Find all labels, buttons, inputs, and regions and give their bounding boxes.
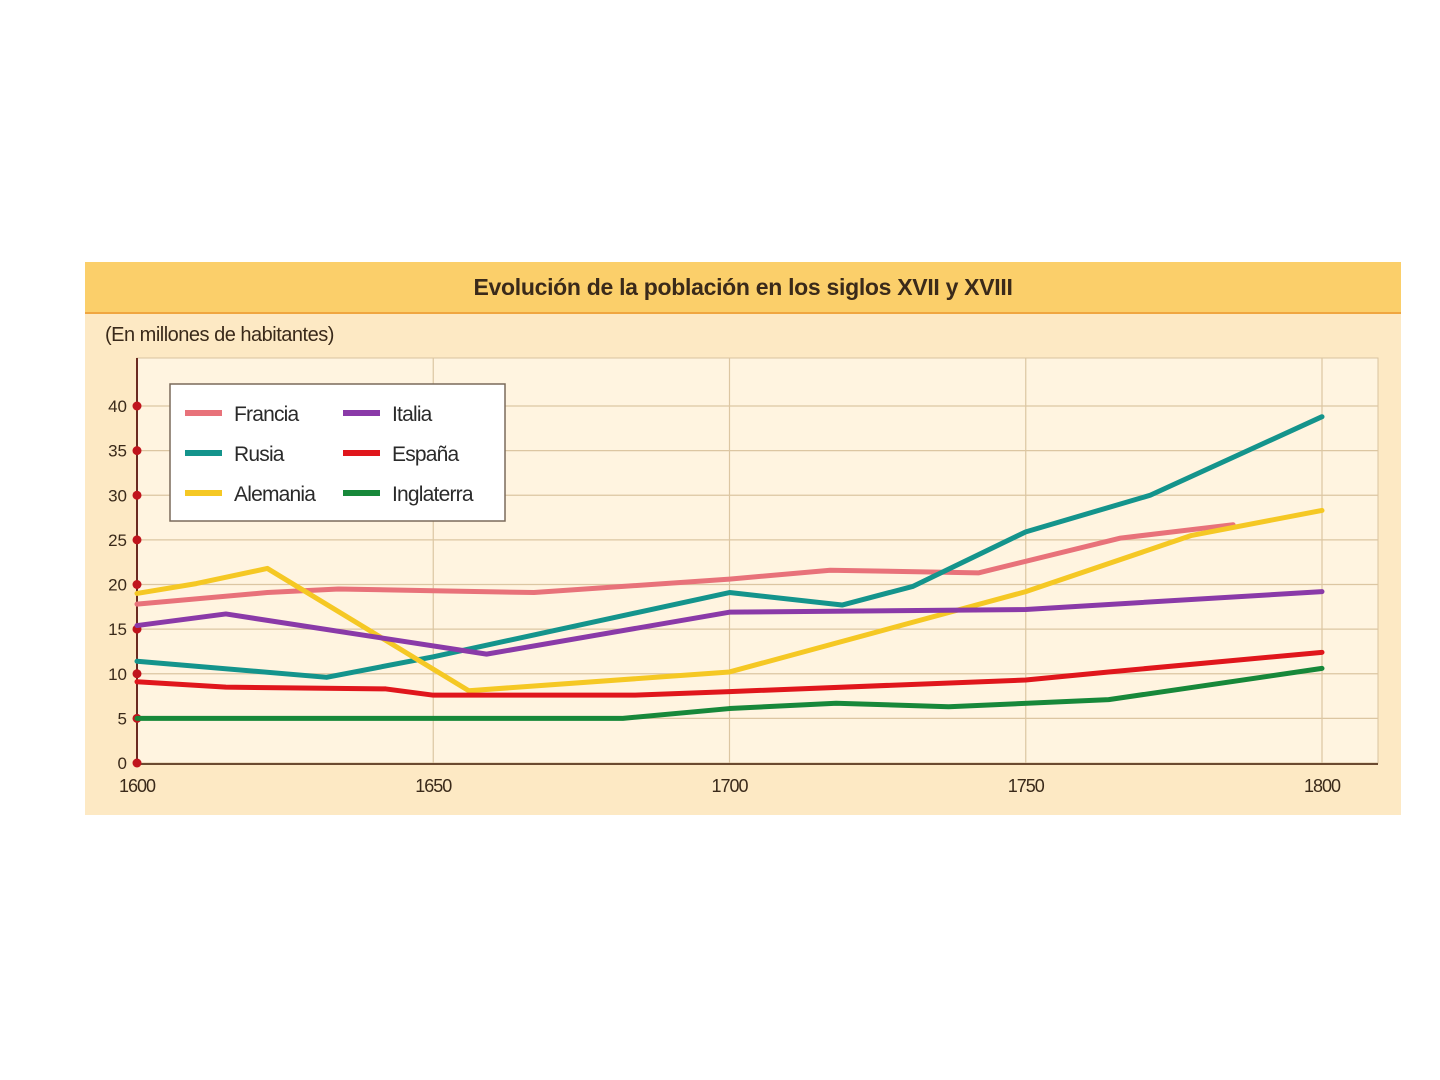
- y-tick-dot: [132, 669, 142, 679]
- legend: [169, 383, 506, 522]
- x-tick-label: 1800: [1304, 776, 1341, 796]
- y-tick-label: 25: [108, 531, 127, 550]
- y-tick-dot: [132, 490, 142, 500]
- legend-label: Italia: [392, 403, 433, 426]
- y-tick-dot: [132, 758, 142, 768]
- x-tick-label: 1750: [1008, 776, 1045, 796]
- y-tick-dot: [132, 535, 142, 545]
- legend-label: Alemania: [234, 483, 316, 506]
- y-tick-label: 5: [118, 709, 127, 728]
- chart-subtitle: (En millones de habitantes): [105, 324, 334, 346]
- y-tick-label: 30: [108, 486, 127, 505]
- legend-label: Rusia: [234, 443, 285, 466]
- x-tick-label: 1700: [711, 776, 748, 796]
- legend-label: Inglaterra: [392, 483, 474, 506]
- series-line-españa: [134, 649, 1325, 698]
- y-tick-label: 40: [108, 397, 127, 416]
- series-line-rusia: [134, 414, 1325, 680]
- x-tick-label: 1650: [415, 776, 452, 796]
- x-tick-label: 1600: [119, 776, 156, 796]
- series-line-alemania: [134, 507, 1325, 694]
- legend-label: España: [392, 443, 460, 466]
- y-tick-label: 15: [108, 620, 127, 639]
- series-line-italia: [134, 589, 1325, 657]
- y-tick-label: 35: [108, 442, 127, 461]
- y-tick-label: 20: [108, 576, 127, 595]
- chart-header: Evolución de la población en los siglos …: [85, 262, 1401, 314]
- series-line-inglaterra: [134, 665, 1325, 721]
- y-tick-dot: [132, 401, 142, 411]
- y-tick-label: 0: [118, 754, 127, 773]
- y-tick-dot: [132, 580, 142, 589]
- legend-label: Francia: [234, 403, 300, 426]
- y-tick-label: 10: [108, 665, 127, 684]
- chart-title: Evolución de la población en los siglos …: [473, 273, 1013, 300]
- y-tick-dot: [132, 446, 142, 456]
